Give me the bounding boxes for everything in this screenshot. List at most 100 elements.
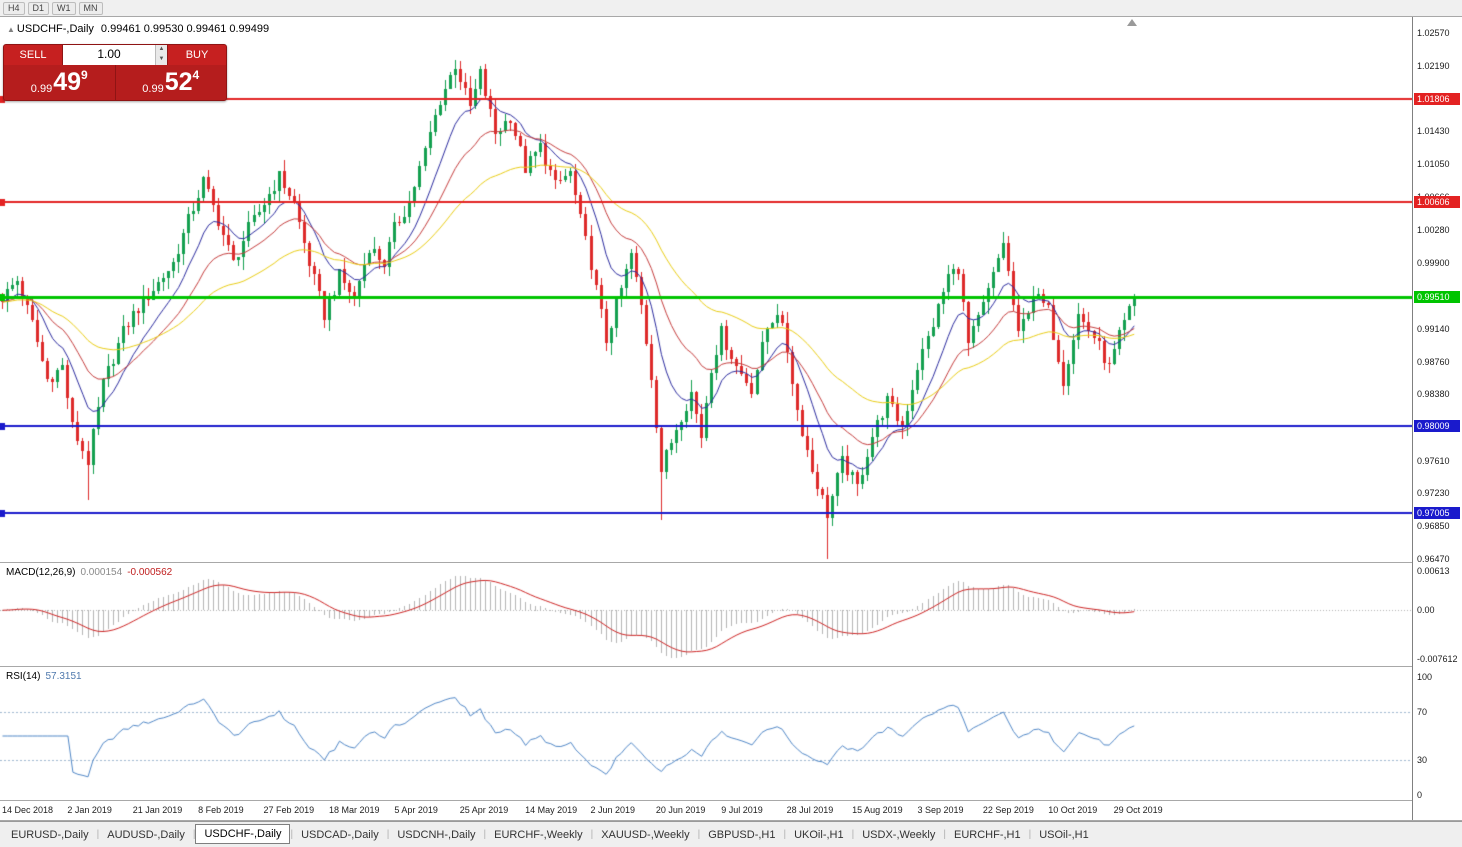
- sell-button[interactable]: SELL: [4, 45, 62, 65]
- price-axis-tick: 0.99900: [1417, 258, 1450, 269]
- date-axis-label: 18 Mar 2019: [328, 805, 380, 815]
- chart-tab-usdcad-daily[interactable]: USDCAD-,Daily: [301, 828, 379, 841]
- date-axis-label: 14 May 2019: [525, 805, 578, 815]
- timeframe-toolbar: H4 D1 W1 MN: [0, 0, 1462, 16]
- sell-price-prefix: 0.99: [30, 83, 53, 95]
- date-axis-label: 21 Jan 2019: [132, 805, 183, 815]
- panel-divider: [0, 800, 1462, 801]
- date-axis-label: 2 Jun 2019: [590, 805, 636, 815]
- price-axis-tick: 1.02570: [1417, 28, 1450, 39]
- price-axis-tick: 1.01050: [1417, 159, 1450, 170]
- chart-tab-usoil-h1[interactable]: USOil-,H1: [1039, 828, 1089, 841]
- chart-tab-bar: EURUSD-,Daily | AUDUSD-,Daily | USDCHF-,Dail…: [0, 821, 1462, 847]
- tab-separator: |: [783, 829, 787, 840]
- price-chart-canvas[interactable]: [0, 17, 1412, 562]
- chart-tab-usdcnh-daily[interactable]: USDCNH-,Daily: [397, 828, 476, 841]
- chart-tab-ukoil-h1[interactable]: UKOil-,H1: [794, 828, 844, 841]
- collapse-chart-icon[interactable]: ▲: [7, 25, 15, 34]
- rsi-indicator-canvas[interactable]: [0, 667, 1412, 800]
- price-axis[interactable]: 1.025701.021901.014301.010501.006661.002…: [1412, 17, 1462, 820]
- price-axis-tick: 0.99140: [1417, 323, 1450, 334]
- rsi-name: RSI(14): [6, 671, 41, 682]
- timeframe-button-w1[interactable]: W1: [52, 1, 76, 15]
- panel-divider: [0, 820, 1462, 821]
- chart-tab-eurchf-weekly[interactable]: EURCHF-,Weekly: [494, 828, 583, 841]
- date-axis-label: 15 Aug 2019: [852, 805, 903, 815]
- rsi-axis-tick: 100: [1417, 672, 1433, 682]
- price-divider: [114, 65, 116, 100]
- chart-tab-usdchf-daily[interactable]: USDCHF-,Daily: [195, 823, 291, 844]
- buy-button[interactable]: BUY: [168, 45, 226, 65]
- chart-tab-audusd-daily[interactable]: AUDUSD-,Daily: [107, 828, 185, 841]
- macd-main-value: 0.000154: [80, 567, 123, 578]
- chart-shift-marker-icon[interactable]: [1127, 19, 1137, 26]
- tab-separator: |: [943, 829, 946, 840]
- buy-price-prefix: 0.99: [142, 83, 164, 95]
- tab-separator: |: [96, 829, 100, 840]
- macd-label: MACD(12,26,9) 0.000154 -0.000562: [6, 567, 172, 578]
- price-axis-tick: 1.00280: [1417, 225, 1450, 236]
- tab-separator: |: [851, 829, 855, 840]
- macd-axis-tick: -0.007612: [1417, 654, 1458, 664]
- price-axis-tick: 0.96850: [1417, 521, 1450, 532]
- price-level-badge: 0.98009: [1414, 420, 1460, 433]
- one-click-trading-panel: SELL 1.00 ▲ ▼ BUY 0.99 49 9 0.99 52 4: [3, 44, 227, 101]
- panel-divider: [0, 562, 1462, 563]
- chart-tab-eurchf-h1[interactable]: EURCHF-,H1: [953, 828, 1021, 841]
- price-axis-tick: 0.98380: [1417, 389, 1450, 400]
- tab-separator: |: [590, 829, 594, 840]
- panel-divider: [0, 666, 1462, 667]
- date-axis-label: 29 Oct 2019: [1113, 805, 1163, 815]
- price-level-badge: 0.97005: [1414, 506, 1460, 519]
- sell-price-pip: 9: [81, 68, 88, 82]
- macd-indicator-canvas[interactable]: [0, 563, 1412, 666]
- price-axis-tick: 0.97610: [1417, 455, 1450, 466]
- macd-axis-tick: 0.00: [1417, 605, 1435, 616]
- tab-separator: |: [386, 829, 390, 840]
- price-axis-tick: 1.02190: [1417, 60, 1450, 71]
- volume-field[interactable]: 1.00 ▲ ▼: [62, 45, 168, 65]
- volume-decrease-button[interactable]: ▼: [156, 55, 167, 65]
- rsi-label: RSI(14) 57.3151: [6, 671, 82, 682]
- date-axis[interactable]: 14 Dec 2018 2 Jan 2019 21 Jan 2019 8 Feb 20…: [0, 801, 1412, 820]
- timeframe-button-mn[interactable]: MN: [78, 1, 103, 15]
- price-axis-tick: 0.97230: [1417, 488, 1450, 499]
- buy-price-pip: 4: [192, 68, 200, 82]
- date-axis-label: 28 Jul 2019: [786, 805, 834, 815]
- sell-price-button[interactable]: 0.99 49 9: [4, 65, 115, 100]
- chart-tab-xauusd-weekly[interactable]: XAUUSD-,Weekly: [601, 828, 690, 841]
- macd-axis-tick: 0.00613: [1417, 566, 1450, 576]
- tab-separator: |: [290, 829, 294, 840]
- macd-name: MACD(12,26,9): [6, 567, 76, 578]
- date-axis-label: 3 Sep 2019: [917, 805, 964, 815]
- rsi-value: 57.3151: [45, 671, 82, 682]
- tab-separator: |: [192, 829, 196, 840]
- buy-price-big: 52: [164, 68, 193, 96]
- chart-tab-gbpusd-h1[interactable]: GBPUSD-,H1: [708, 828, 776, 841]
- chart-symbol-label: USDCHF-,Daily: [16, 23, 94, 35]
- panel-divider: [0, 16, 1462, 17]
- chart-tab-usdx-weekly[interactable]: USDX-,Weekly: [862, 828, 936, 841]
- date-axis-label: 20 Jun 2019: [655, 805, 706, 815]
- price-level-badge: 0.99510: [1414, 290, 1460, 303]
- chart-ohlc-values: 0.99461 0.99530 0.99461 0.99499: [100, 23, 270, 35]
- volume-increase-button[interactable]: ▲: [156, 45, 167, 55]
- rsi-axis-tick: 70: [1417, 707, 1428, 718]
- tab-separator: |: [483, 829, 487, 840]
- buy-price-button[interactable]: 0.99 52 4: [116, 65, 227, 100]
- volume-value[interactable]: 1.00: [97, 47, 121, 61]
- volume-spinner: ▲ ▼: [155, 45, 167, 65]
- chart-title: ▲ USDCHF-,Daily 0.99461 0.99530 0.99461 0.…: [7, 23, 269, 35]
- chart-tab-eurusd-daily[interactable]: EURUSD-,Daily: [11, 828, 89, 841]
- timeframe-button-d1[interactable]: D1: [27, 1, 50, 15]
- sell-price-big: 49: [53, 68, 82, 96]
- price-level-badge: 1.00606: [1414, 196, 1460, 209]
- price-axis-tick: 1.01430: [1417, 126, 1450, 137]
- date-axis-label: 22 Sep 2019: [982, 805, 1034, 815]
- price-axis-tick: 0.96470: [1417, 553, 1450, 564]
- date-axis-label: 27 Feb 2019: [263, 805, 315, 815]
- timeframe-button-h4[interactable]: H4: [3, 1, 25, 15]
- price-level-badge: 1.01806: [1414, 92, 1460, 105]
- price-axis-tick: 0.98760: [1417, 356, 1450, 367]
- macd-signal-value: -0.000562: [127, 567, 173, 578]
